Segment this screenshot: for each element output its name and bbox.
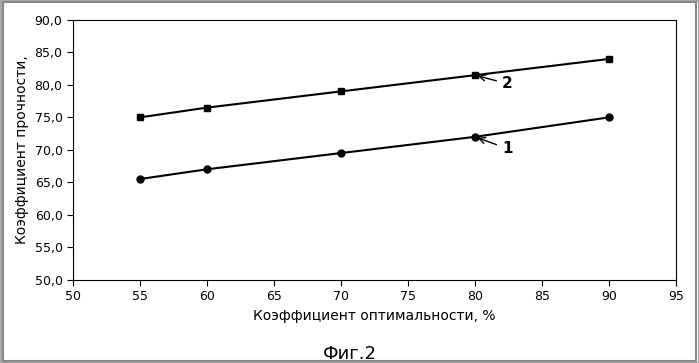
Y-axis label: Коэффициент прочности,: Коэффициент прочности, (15, 56, 29, 244)
X-axis label: Коэффициент оптимальности, %: Коэффициент оптимальности, % (253, 309, 496, 323)
Text: Фиг.2: Фиг.2 (322, 345, 377, 363)
Text: 1: 1 (479, 138, 512, 156)
Text: 2: 2 (480, 75, 512, 91)
